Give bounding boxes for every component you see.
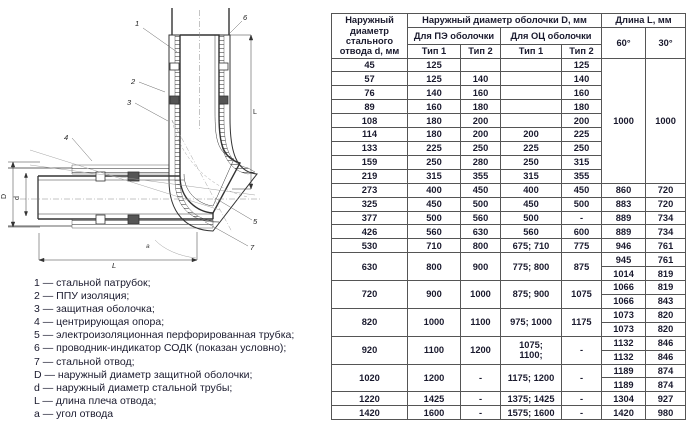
svg-text:6: 6: [243, 13, 248, 22]
svg-text:3: 3: [127, 98, 132, 107]
svg-text:a: a: [146, 243, 150, 250]
svg-text:4: 4: [64, 133, 68, 142]
svg-text:1: 1: [135, 19, 139, 28]
svg-text:L: L: [253, 109, 257, 116]
svg-text:L: L: [112, 261, 116, 270]
svg-text:2: 2: [130, 77, 136, 86]
svg-text:D: D: [1, 194, 8, 199]
svg-text:7: 7: [250, 243, 255, 252]
svg-text:5: 5: [253, 217, 258, 226]
svg-text:d: d: [14, 196, 21, 200]
